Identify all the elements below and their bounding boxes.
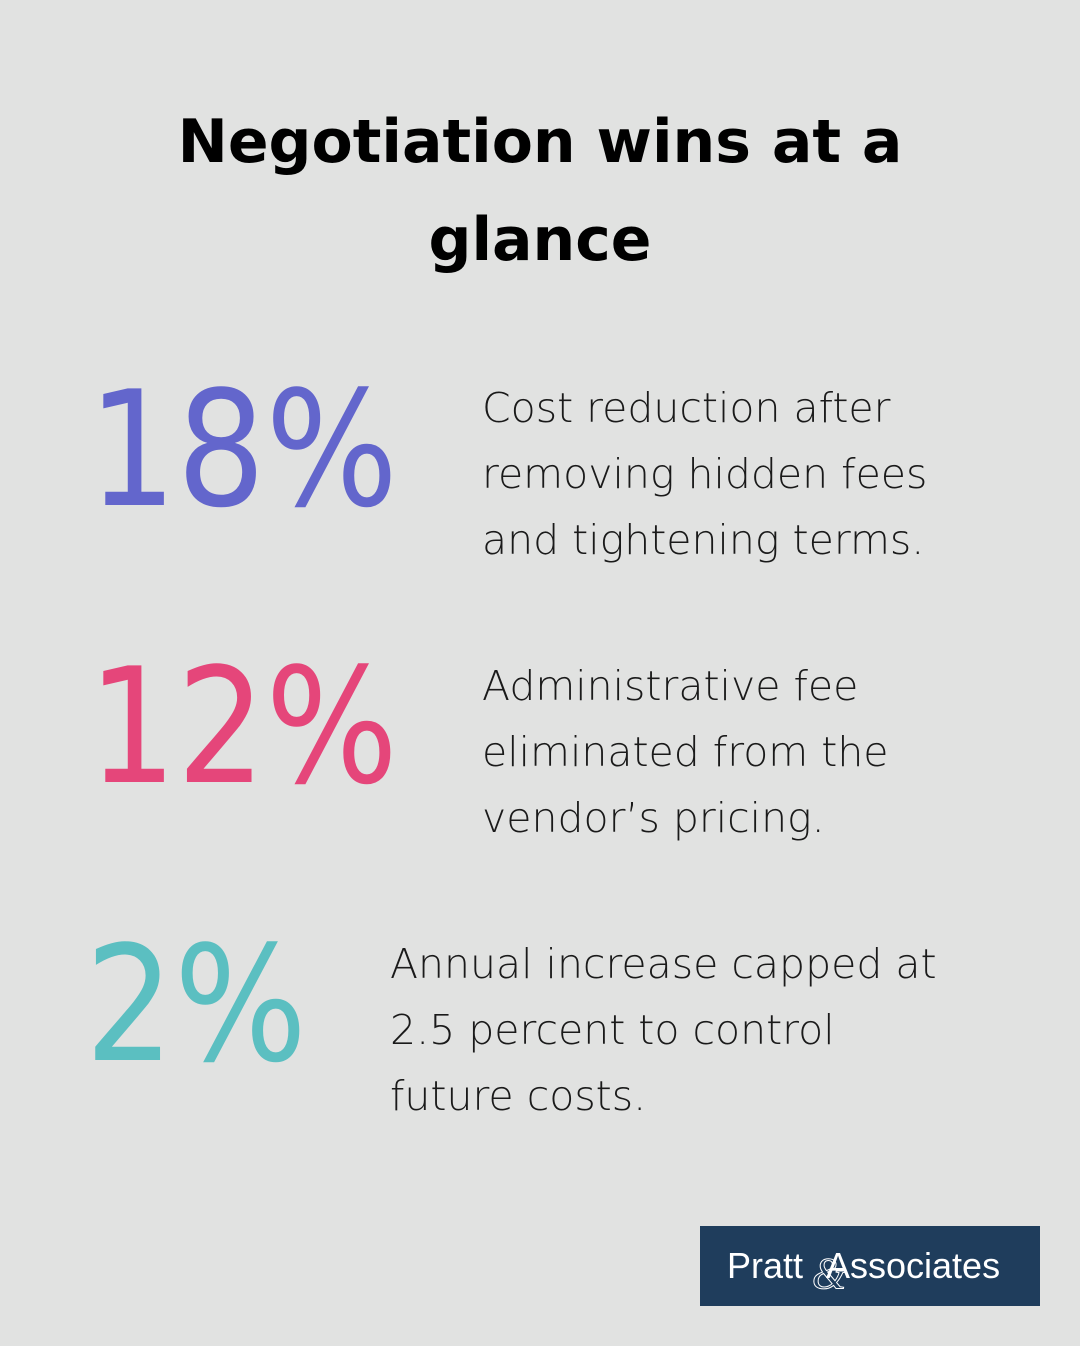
logo-mark: &: [812, 1249, 847, 1298]
stat-description: removing hidden fees: [482, 450, 927, 498]
stat-description: Cost reduction after: [482, 384, 891, 432]
stat-value: 12%: [88, 633, 398, 820]
logo-text: Pratt: [727, 1245, 803, 1286]
logo-box: [700, 1226, 1040, 1306]
stat-description: Administrative fee: [482, 662, 858, 710]
stat-value: 18%: [88, 356, 398, 543]
logo: Pratt & Associates: [700, 1226, 1040, 1306]
title-line: glance: [429, 205, 652, 275]
stat-value: 2%: [85, 911, 307, 1098]
title-line: Negotiation wins at a: [178, 107, 903, 177]
stat-description: future costs.: [390, 1072, 646, 1120]
stat-description: 2.5 percent to control: [390, 1006, 835, 1054]
stat-description: vendor’s pricing.: [482, 794, 825, 842]
stat-description: Annual increase capped at: [390, 940, 937, 988]
logo-text: Associates: [826, 1245, 1000, 1286]
stat-description: eliminated from the: [482, 728, 889, 776]
stat-description: and tightening terms.: [482, 516, 924, 564]
